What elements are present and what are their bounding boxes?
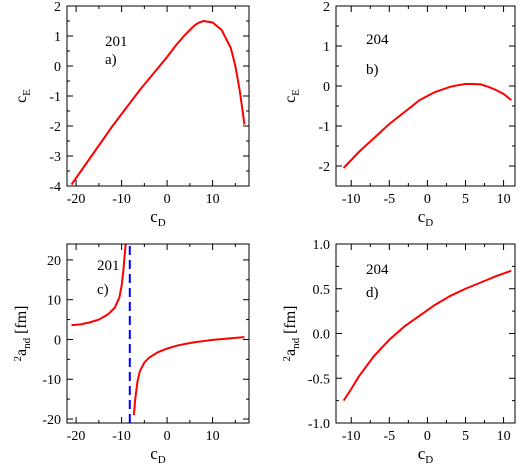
x-axis-label: cD [150,444,166,464]
y-tick-label: -10 [42,373,61,388]
y-tick-label: -4 [49,180,61,195]
label-subscript: E [21,89,33,96]
panel-annotation-id: 204 [366,32,389,48]
panel-c: -20 -10 0 10 -20 -10 0 10 20 cD 2and [fm] 201 c) [12,243,250,464]
label-subscript: E [290,89,302,96]
x-tick-label: 10 [497,429,511,444]
label-subscript: nd [21,337,33,349]
label-subscript: D [158,217,166,229]
x-axis-label: cD [418,444,434,464]
x-tick-label: -5 [383,192,395,207]
y-tick-label: 0 [54,60,61,75]
y-axis-label: cE [13,89,33,103]
y-tick-label: 0.5 [313,283,331,298]
x-tick-label: 0 [164,192,171,207]
y-axis-label: cE [282,89,302,103]
label-base: c [150,444,158,463]
y-tick-label: -1 [49,90,61,105]
x-tick-label: 10 [206,192,220,207]
label-subscript: D [158,454,166,464]
series-line-c-1 [132,336,245,416]
series-line-a-0 [70,19,246,186]
x-tick-label: -10 [112,192,131,207]
y-tick-label: -1 [318,120,330,135]
label-superscript: 2 [12,356,24,362]
series-line-b-0 [342,83,512,169]
label-base: c [418,444,426,463]
x-tick-label: 0 [164,429,171,444]
plot-frame [335,243,516,424]
y-tick-label: -0.5 [308,372,330,387]
plot-frame [335,5,516,187]
y-tick-label: -3 [49,150,61,165]
label-unit: [fm] [282,305,299,337]
y-tick-label: 10 [47,294,61,309]
x-tick-label: 10 [206,429,220,444]
panel-d: -10 -5 0 5 10 -1.0 -0.5 0.0 0.5 1.0 cD 2and [fm] 204… [281,238,516,464]
label-subscript: D [425,454,433,464]
x-tick-label: 5 [462,429,469,444]
label-base: c [418,207,426,226]
label-base: c [282,96,299,103]
label-subscript: nd [290,337,302,349]
label-unit: [fm] [13,305,30,337]
x-tick-label: 5 [462,192,469,207]
x-tick-label: -10 [112,429,131,444]
y-axis-label: 2and [fm] [281,305,302,361]
y-tick-label: 0 [323,80,330,95]
label-subscript: D [425,217,433,229]
x-tick-label: -10 [342,429,361,444]
x-tick-label: -20 [67,429,86,444]
panel-annotation-letter: a) [105,52,117,68]
label-base: c [150,207,158,226]
panel-annotation-id: 201 [105,34,128,50]
y-tick-label: -20 [42,413,61,428]
y-tick-label: -1.0 [308,417,330,432]
x-tick-label: 10 [497,192,511,207]
y-tick-label: 2 [323,0,330,15]
panel-annotation-letter: d) [366,285,379,301]
x-tick-label: -20 [67,192,86,207]
panel-annotation-letter: b) [366,62,379,78]
y-tick-label: 2 [54,0,61,15]
label-base: a [13,349,30,356]
label-base: a [282,349,299,356]
y-tick-label: -2 [318,160,330,175]
plot-frame [66,243,250,424]
plot-frame [66,5,250,187]
x-tick-label: 0 [424,192,431,207]
x-tick-label: 0 [424,429,431,444]
y-tick-label: 0 [54,333,61,348]
panel-annotation-id: 201 [97,258,120,274]
x-tick-label: -5 [383,429,395,444]
series-line-d-0 [342,269,512,402]
label-superscript: 2 [281,356,293,362]
y-tick-label: 1 [54,30,61,45]
y-tick-label: -2 [49,120,61,135]
label-base: c [13,96,30,103]
y-axis-label: 2and [fm] [12,305,33,361]
x-tick-label: -10 [342,192,361,207]
y-tick-label: 20 [47,254,61,269]
x-axis-label: cD [150,207,166,229]
panel-annotation-id: 204 [366,262,389,278]
panel-annotation-letter: c) [97,282,109,298]
series-line-c-0 [71,244,127,327]
y-tick-label: 1 [323,40,330,55]
y-tick-label: 1.0 [313,238,331,253]
y-tick-label: 0.0 [313,328,331,343]
x-axis-label: cD [418,207,434,229]
